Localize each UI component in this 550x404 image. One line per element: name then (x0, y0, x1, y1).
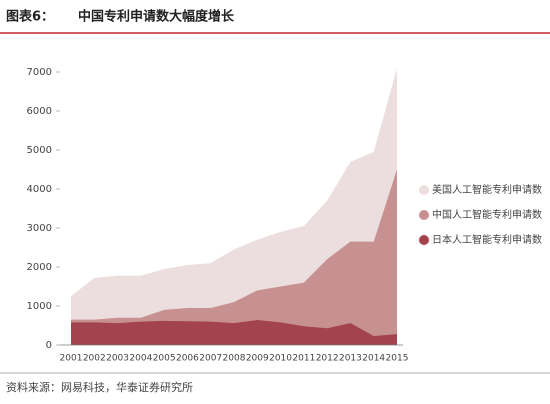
x-tick-label: 2004 (129, 354, 152, 364)
source-note: 资料来源：网易科技，华泰证券研究所 (6, 380, 193, 394)
y-tick-label: 1000 (27, 301, 52, 312)
chart-title: 中国专利申请数大幅度增长 (78, 9, 235, 25)
x-tick-label: 2014 (362, 354, 385, 364)
y-tick-label: 4000 (27, 184, 52, 195)
x-tick-label: 2012 (316, 354, 339, 364)
x-tick-label: 2011 (292, 354, 315, 364)
x-tick-label: 2001 (60, 354, 83, 364)
legend-label: 美国人工智能专利申请数 (432, 183, 542, 196)
x-tick-label: 2010 (269, 354, 292, 364)
area (71, 169, 397, 345)
x-tick-label: 2009 (246, 354, 269, 364)
legend-label: 日本人工智能专利申请数 (432, 233, 542, 246)
legend-marker (419, 185, 429, 195)
legend-marker (419, 235, 429, 245)
x-tick-label: 2007 (199, 354, 222, 364)
x-tick-label: 2013 (339, 354, 362, 364)
x-tick-label: 2003 (106, 354, 129, 364)
x-tick-label: 2002 (83, 354, 106, 364)
figure-label: 图表6： (6, 9, 54, 25)
y-tick-label: 6000 (27, 106, 52, 117)
legend-marker (419, 210, 429, 220)
x-tick-label: 2006 (176, 354, 199, 364)
x-tick-label: 2008 (223, 354, 246, 364)
x-tick-label: 2005 (153, 354, 176, 364)
y-tick-label: 2000 (27, 262, 52, 273)
y-tick-label: 3000 (27, 223, 52, 234)
y-tick-label: 0 (46, 340, 52, 351)
y-tick-label: 7000 (27, 67, 52, 78)
x-tick-label: 2015 (386, 354, 409, 364)
y-tick-label: 5000 (27, 145, 52, 156)
legend-label: 中国人工智能专利申请数 (432, 208, 542, 221)
area (71, 320, 397, 345)
